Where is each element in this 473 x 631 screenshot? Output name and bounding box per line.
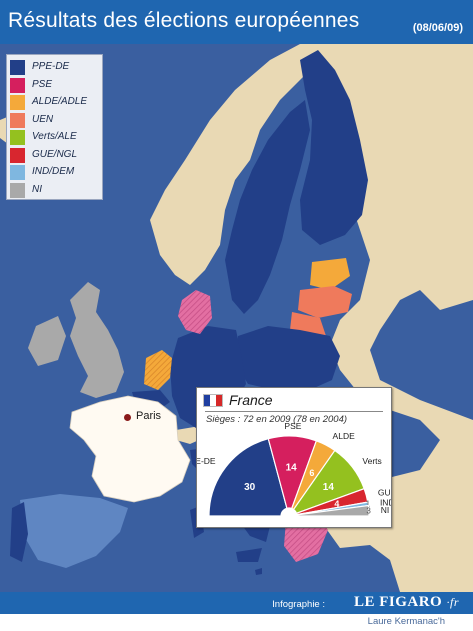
legend-label: NI [32,183,42,195]
hemicycle-value-label: 6 [309,468,314,478]
uk [70,282,124,398]
flag-stripe-blue [204,395,210,406]
legend-item: NI [10,182,100,199]
credit-label: Infographie : [272,599,325,610]
header-bar: Résultats des élections européennes (08/… [0,0,473,44]
legend-label: GUE/NGL [32,148,78,160]
election-date: (08/06/09) [412,22,463,34]
denmark [178,290,212,334]
sicily [236,548,262,562]
legend-swatch [10,130,25,145]
hemicycle-value-label: 14 [286,462,298,473]
hemicycle-party-label: NI [381,505,390,515]
legend-swatch [10,165,25,180]
hemicycle-party-label: PSE [284,421,301,431]
legend-item: UEN [10,112,100,129]
legend-swatch [10,60,25,75]
hemicycle-value-label: 3 [366,507,371,516]
hemicycle-value-label: 30 [244,482,256,493]
france-flag-icon [203,394,223,407]
legend-item: PSE [10,77,100,94]
france [69,395,191,503]
legend-label: PPE-DE [32,61,70,72]
spain [20,494,128,568]
page-title: Résultats des élections européennes [8,9,360,32]
le-figaro-logo: LE FIGARO ·fr [354,594,459,611]
logo-main: LE FIGARO [353,594,443,610]
legend-swatch [10,77,25,93]
hemicycle-party-label: PPE-DE [197,456,216,466]
legend-swatch [10,95,25,110]
legend-item: PPE-DE [10,59,100,76]
hemicycle-party-label: ALDE [333,431,356,441]
inset-seats-text: Sièges : 72 en 2009 (78 en 2004) [206,414,348,425]
legend-swatch [10,182,25,198]
hemicycle-value-label: 14 [323,482,335,493]
legend-item: GUE/NGL [10,147,100,164]
legend-item: IND/DEM [10,164,100,181]
legend-label: PSE [32,78,53,90]
legend-label: Verts/ALE [32,131,77,142]
hemicycle-party-label: GUE [378,488,391,498]
ireland [28,316,66,366]
norway-coast [150,44,320,285]
hemicycle-party-label: Verts [362,456,381,466]
legend-label: ALDE/ADLE [32,96,88,107]
paris-marker [124,414,131,421]
inset-country-name: France [229,392,273,408]
malta [255,568,262,575]
poland [236,326,340,392]
hemicycle-segment-ppe-de [208,437,288,517]
finland [300,50,368,245]
city-label-paris: Paris [136,410,162,422]
estonia [310,258,350,290]
legend: PPE-DE PSE ALDE/ADLE UEN Verts/ALE GUE/NGL IND… [6,54,103,200]
hemicycle-chart: 30 PPE-DE 14 PSE 6 ALDE 14 Verts 4 GUEIND 1 NI 3 [197,421,391,517]
latvia [298,286,352,318]
legend-swatch [10,112,25,128]
logo-suffix: ·fr [446,595,459,609]
bottom-strip [0,614,473,631]
legend-item: Verts/ALE [10,129,100,146]
inset-divider [205,411,383,412]
legend-item: ALDE/ADLE [10,94,100,111]
hemicycle-value-label: 4 [334,499,339,509]
legend-swatch [10,147,25,163]
legend-label: IND/DEM [32,166,75,177]
author-credit: Laure Kermanac'h [367,616,445,627]
portugal [10,502,28,562]
flag-stripe-red [216,395,222,406]
sweden [225,100,310,314]
legend-label: UEN [32,113,54,125]
hemicycle-segment-ni [296,504,370,517]
netherlands [144,350,172,390]
france-results-inset: France Sièges : 72 en 2009 (78 en 2004) … [196,387,392,528]
footer-bar [0,592,473,614]
flag-stripe-white [210,395,216,406]
hemicycle-value-label: 1 [366,499,371,508]
hemicycle-party-label: IND [380,497,391,507]
